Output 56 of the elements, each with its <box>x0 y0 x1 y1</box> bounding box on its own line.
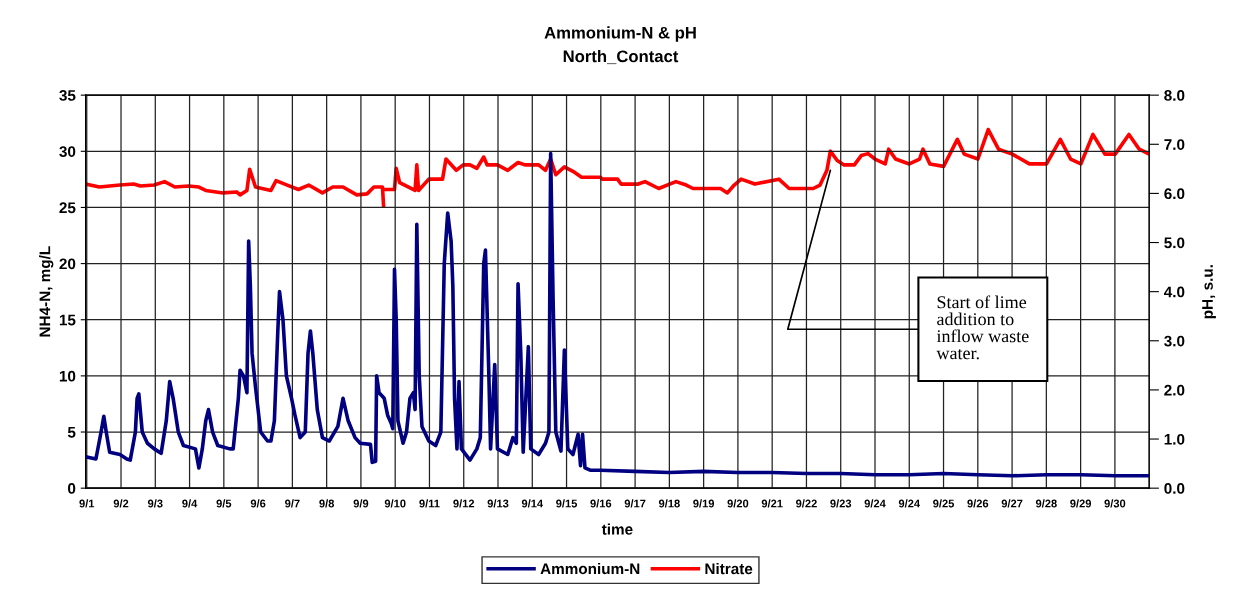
y-tick-label: 5 <box>67 427 76 438</box>
y2-tick-label: 7.0 <box>1164 139 1185 150</box>
x-tick-label: 9/26 <box>967 499 989 508</box>
x-tick-label: 9/19 <box>693 499 715 508</box>
x-tick-label: 9/6 <box>250 499 266 508</box>
x-tick-label: 9/10 <box>384 499 406 508</box>
legend-label: Ammonium-N <box>540 563 640 575</box>
x-tick-label: 9/23 <box>830 499 852 508</box>
y-axis-title: NH4-N, mg/L <box>39 246 54 337</box>
legend-label: Nitrate <box>705 563 753 575</box>
chart-subtitle: North_Contact <box>563 49 679 65</box>
x-tick-label: 9/8 <box>319 499 335 508</box>
y-tick-label: 15 <box>59 314 76 326</box>
x-axis-title: time <box>601 523 633 535</box>
x-tick-label: 9/28 <box>1035 499 1057 508</box>
y-tick-label: 10 <box>59 370 76 382</box>
x-tick-label: 9/1 <box>79 499 95 508</box>
y2-tick-label: 3.0 <box>1164 335 1185 347</box>
x-tick-label: 9/18 <box>658 499 680 508</box>
x-tick-label: 9/3 <box>147 499 163 508</box>
x-tick-label: 9/15 <box>556 499 578 508</box>
x-tick-label: 9/17 <box>624 499 646 508</box>
x-tick-label: 9/14 <box>521 499 544 508</box>
x-tick-label: 9/24 <box>898 499 921 508</box>
chart-title: Ammonium-N & pH <box>544 26 696 42</box>
y2-tick-label: 8.0 <box>1164 90 1185 101</box>
y-tick-label: 35 <box>59 90 76 101</box>
x-tick-label: 9/16 <box>590 499 612 508</box>
x-tick-label: 9/20 <box>727 499 749 508</box>
x-tick-label: 9/7 <box>285 499 300 508</box>
x-tick-label: 9/21 <box>761 499 783 508</box>
x-tick-label: 9/24 <box>864 499 886 508</box>
x-tick-label: 9/11 <box>419 499 440 508</box>
x-tick-label: 9/27 <box>1001 499 1023 508</box>
x-tick-label: 9/30 <box>1104 499 1126 508</box>
x-tick-label: 9/29 <box>1070 499 1092 508</box>
x-tick-label: 9/13 <box>487 499 509 508</box>
y-tick-label: 20 <box>59 258 76 270</box>
x-tick-label: 9/12 <box>453 499 475 508</box>
annotation: Start of lime addition to inflow waste water. <box>936 295 1029 360</box>
x-tick-label: 9/5 <box>216 499 232 508</box>
y2-tick-label: 2.0 <box>1164 384 1185 396</box>
x-tick-label: 9/25 <box>933 499 955 508</box>
y2-tick-label: 5.0 <box>1164 237 1185 249</box>
x-tick-label: 9/22 <box>796 499 817 508</box>
x-tick-label: 9/9 <box>353 499 369 508</box>
x-tick-label: 9/4 <box>182 499 198 508</box>
y2-axis-title: pH, s.u. <box>1202 265 1216 319</box>
y-tick-label: 30 <box>59 146 76 157</box>
y2-tick-label: 6.0 <box>1164 188 1185 200</box>
y2-tick-label: 4.0 <box>1163 286 1185 298</box>
y-tick-label: 25 <box>59 202 76 214</box>
y2-tick-label: 0.0 <box>1164 483 1185 494</box>
x-tick-label: 9/2 <box>113 499 129 508</box>
y-tick-label: 0 <box>68 483 76 494</box>
y2-tick-label: 1.0 <box>1164 433 1185 445</box>
